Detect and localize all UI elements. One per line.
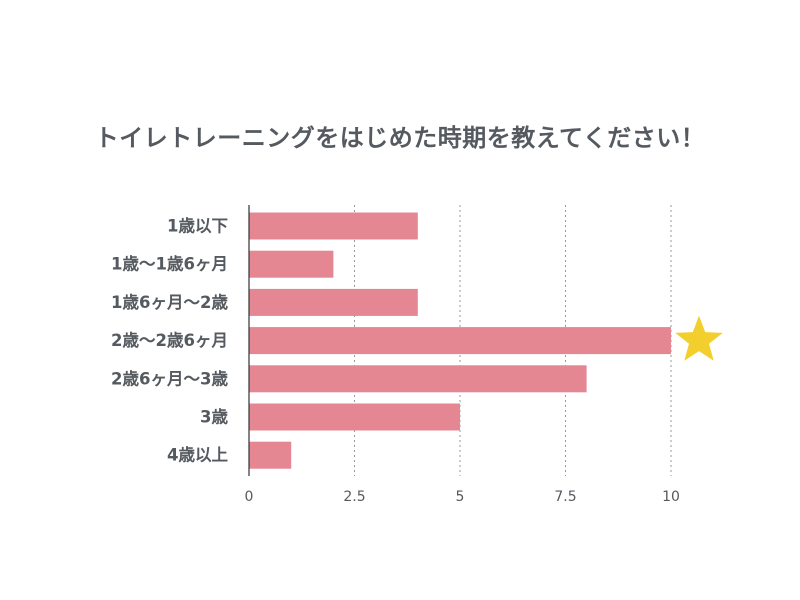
x-tick-labels: 0 2.5 5 7.5 10 [245,489,680,505]
category-label: 1歳〜1歳6ヶ月 [111,254,228,274]
bar [249,212,418,240]
category-label: 4歳以上 [167,445,228,465]
category-label: 1歳以下 [167,216,228,236]
category-label: 2歳6ヶ月〜3歳 [111,368,228,388]
bar [249,365,587,393]
category-label: 2歳〜2歳6ヶ月 [111,330,228,350]
bar [249,403,460,431]
x-tick-label: 2.5 [343,489,365,505]
category-labels: 1歳以下 1歳〜1歳6ヶ月 1歳6ヶ月〜2歳 2歳〜2歳6ヶ月 2歳6ヶ月〜3歳 3歳 4歳… [111,216,228,465]
x-tick-label: 0 [245,489,254,505]
x-tick-label: 10 [662,489,680,505]
x-tick-label: 7.5 [554,489,576,505]
category-label: 1歳6ヶ月〜2歳 [111,292,228,312]
bar [249,288,418,316]
bar [249,327,671,355]
x-tick-label: 5 [456,489,465,505]
category-label: 3歳 [200,407,228,427]
highlight-markers [675,315,723,361]
bar [249,441,292,469]
star-icon [675,315,723,361]
bars [249,212,671,469]
bar [249,250,334,278]
chart-title: トイレトレーニングをはじめた時期を教えてください！ [94,124,706,152]
